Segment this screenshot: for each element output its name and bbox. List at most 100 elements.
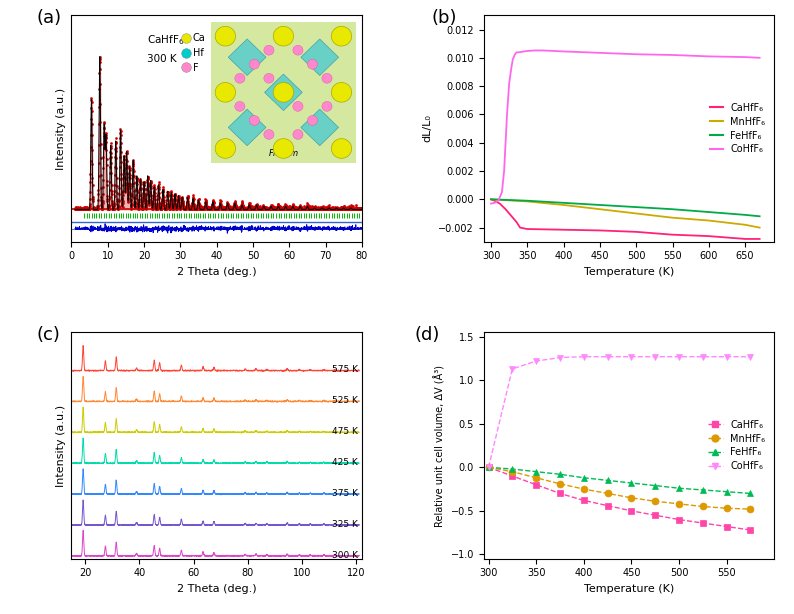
CoHfF₆ [503,111,512,118]
MnHfF₆ [486,196,495,203]
CoHfF₆ [494,197,503,204]
MnHfF₆ [740,221,750,228]
FeHfF₆ [559,199,569,206]
CoHfF₆ [537,47,546,54]
CoHfF₆ [511,50,520,58]
MnHfF₆ [668,214,677,222]
CaHfF₆ [650,511,660,519]
FeHfF₆ [603,476,612,484]
FeHfF₆ [631,203,641,211]
CoHfF₆ [668,52,677,59]
CoHfF₆ [490,199,499,206]
CaHfF₆ [508,214,518,222]
Y-axis label: Relative unit cell volume, ΔV (Å³): Relative unit cell volume, ΔV (Å³) [434,365,445,527]
Text: 575 K: 575 K [332,365,358,375]
CaHfF₆ [507,472,517,480]
CoHfF₆ [519,48,529,55]
FeHfF₆ [650,482,660,489]
Text: 300 K: 300 K [147,54,176,64]
CaHfF₆ [498,203,507,210]
FeHfF₆ [531,468,541,475]
CaHfF₆ [603,502,612,509]
CoHfF₆ [746,353,755,360]
MnHfF₆ [755,224,765,231]
MnHfF₆ [674,500,684,508]
CaHfF₆ [668,231,677,238]
CaHfF₆ [579,497,588,504]
Y-axis label: dL/L₀: dL/L₀ [422,115,433,142]
MnHfF₆ [626,494,636,502]
CoHfF₆ [530,47,539,54]
CoHfF₆ [650,353,660,360]
MnHfF₆ [746,505,755,513]
CaHfF₆ [484,464,493,471]
CaHfF₆ [755,235,765,243]
CaHfF₆ [559,226,569,233]
FeHfF₆ [698,486,707,494]
MnHfF₆ [484,464,493,471]
CaHfF₆ [626,507,636,515]
CaHfF₆ [698,519,707,527]
Text: (a): (a) [37,9,62,26]
FeHfF₆ [740,211,750,219]
FeHfF₆ [674,484,684,492]
FeHfF₆ [668,206,677,213]
FeHfF₆ [722,488,731,495]
CaHfF₆ [704,233,714,240]
MnHfF₆ [555,480,565,488]
Line: CoHfF₆: CoHfF₆ [491,50,760,204]
CaHfF₆ [495,200,504,208]
CaHfF₆ [492,198,502,206]
CaHfF₆ [488,196,497,204]
Text: 425 K: 425 K [332,458,358,467]
CoHfF₆ [722,353,731,360]
FeHfF₆ [486,196,495,203]
Text: (b): (b) [431,9,457,26]
FeHfF₆ [522,197,532,204]
Y-axis label: Intensity (a.u.): Intensity (a.u.) [56,405,66,487]
Text: 325 K: 325 K [332,519,358,529]
Line: MnHfF₆: MnHfF₆ [485,464,754,513]
CoHfF₆ [507,64,516,71]
CaHfF₆ [486,196,495,203]
FeHfF₆ [626,480,636,487]
CaHfF₆ [596,227,605,234]
FeHfF₆ [484,464,493,471]
CoHfF₆ [631,50,641,58]
Legend: CaHfF₆, MnHfF₆, FeHfF₆, CoHfF₆: CaHfF₆, MnHfF₆, FeHfF₆, CoHfF₆ [704,416,769,475]
Line: CaHfF₆: CaHfF₆ [485,464,754,534]
FeHfF₆ [555,470,565,478]
CoHfF₆ [484,464,493,471]
MnHfF₆ [722,505,731,512]
CoHfF₆ [508,55,518,63]
FeHfF₆ [755,212,765,220]
Legend: CaHfF₆, MnHfF₆, FeHfF₆, CoHfF₆: CaHfF₆, MnHfF₆, FeHfF₆, CoHfF₆ [706,99,769,158]
Text: 525 K: 525 K [332,396,358,405]
Text: (c): (c) [37,325,60,344]
MnHfF₆ [559,201,569,209]
CoHfF₆ [515,49,525,56]
CoHfF₆ [704,53,714,60]
Line: MnHfF₆: MnHfF₆ [491,200,760,228]
FeHfF₆ [507,465,517,473]
CoHfF₆ [755,54,765,61]
CaHfF₆ [490,197,499,204]
Text: (d): (d) [414,325,439,344]
MnHfF₆ [522,198,532,205]
MnHfF₆ [603,490,612,497]
X-axis label: Temperature (K): Temperature (K) [584,267,674,277]
Line: CoHfF₆: CoHfF₆ [485,353,754,471]
CoHfF₆ [486,200,495,208]
FeHfF₆ [704,208,714,216]
Text: a: a [222,142,228,151]
CoHfF₆ [603,353,612,360]
CoHfF₆ [626,353,636,360]
Line: FeHfF₆: FeHfF₆ [491,200,760,216]
FeHfF₆ [596,201,605,209]
CaHfF₆ [631,228,641,236]
CoHfF₆ [504,80,514,87]
MnHfF₆ [531,474,541,481]
CoHfF₆ [596,49,605,56]
CoHfF₆ [674,353,684,360]
CoHfF₆ [499,168,509,175]
